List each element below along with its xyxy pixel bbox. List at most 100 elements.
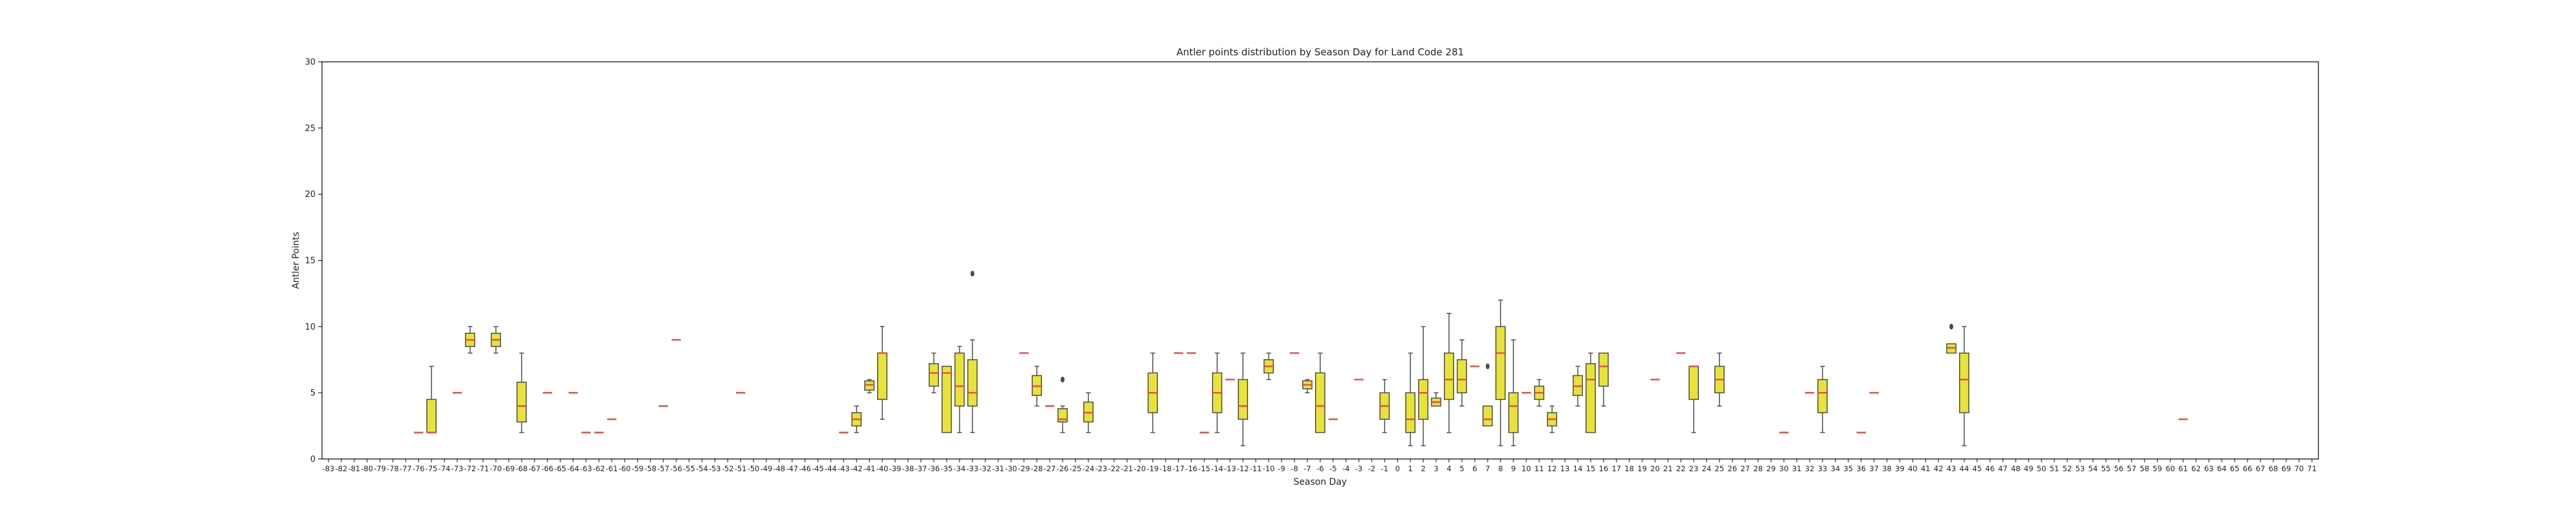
x-tick-label: 1 [1408,464,1412,473]
y-tick-label: 5 [310,389,316,398]
chart-title: Antler points distribution by Season Day… [1177,46,1464,58]
x-tick-label: 64 [2217,464,2227,473]
x-tick-label: 45 [1973,464,1982,473]
x-tick-label: 40 [1908,464,1918,473]
x-tick-label: -41 [864,464,876,473]
x-tick-label: -53 [709,464,721,473]
x-tick-label: -42 [851,464,863,473]
box-iqr [426,398,437,433]
x-tick-label: -58 [645,464,657,473]
x-tick-label: -14 [1211,464,1224,473]
box-iqr [1959,352,1969,413]
x-tick-label: 68 [2269,464,2278,473]
x-tick-label: 38 [1882,464,1892,473]
x-tick-label: -36 [928,464,940,473]
x-tick-label: -61 [606,464,618,473]
x-tick-label: 54 [2088,464,2098,473]
x-tick-label: 4 [1446,464,1451,473]
box-day-12 [1547,405,1557,433]
box-iqr [1586,363,1596,433]
x-tick-label: 30 [1779,464,1789,473]
box-day-25 [1714,352,1725,407]
x-tick-label: -71 [477,464,489,473]
x-tick-label: 46 [1985,464,1995,473]
box-day--10 [1264,352,1274,380]
x-tick-label: 60 [2166,464,2175,473]
x-tick-label: 50 [2037,464,2047,473]
x-tick-label: 26 [1728,464,1738,473]
x-tick-label: -78 [387,464,399,473]
box-day--12 [1238,352,1248,447]
box-iqr [877,352,887,400]
x-tick-label: 16 [1599,464,1609,473]
x-tick-label: 23 [1689,464,1699,473]
x-tick-label: 32 [1805,464,1815,473]
x-tick-label: -74 [439,464,451,473]
x-tick-label: 43 [1947,464,1956,473]
x-tick-label: 39 [1895,464,1905,473]
x-tick-label: -69 [503,464,515,473]
x-tick-label: -16 [1186,464,1198,473]
x-tick-label: -40 [876,464,889,473]
x-tick-label: 8 [1498,464,1502,473]
y-tick-label: 10 [305,323,316,332]
box-iqr [1689,366,1699,400]
x-tick-label: 24 [1702,464,1712,473]
x-tick-label: 21 [1663,464,1673,473]
x-tick-label: -18 [1160,464,1172,473]
x-tick-label: -28 [1031,464,1043,473]
x-axis-title: Season Day [1294,477,1347,487]
box-day--70 [491,326,501,354]
x-tick-label: -34 [954,464,966,473]
box-iqr [954,352,965,407]
x-tick-label: 36 [1857,464,1866,473]
x-tick-label: -38 [902,464,914,473]
x-tick-label: 53 [2076,464,2085,473]
box-day-44 [1959,326,1969,447]
box-day-9 [1508,339,1519,447]
box-day--41 [864,379,875,393]
x-tick-label: -5 [1329,464,1336,473]
x-tick-label: -3 [1355,464,1362,473]
x-tick-label: 31 [1792,464,1802,473]
x-tick-label: 7 [1485,464,1490,473]
box-iqr [1238,379,1248,420]
x-tick-label: 18 [1625,464,1634,473]
box-day-11 [1534,379,1544,407]
x-tick-label: -26 [1057,464,1069,473]
x-tick-label: 44 [1960,464,1969,473]
x-tick-label: -54 [696,464,708,473]
x-tick-label: -70 [490,464,502,473]
x-tick-label: 9 [1511,464,1515,473]
x-tick-label: -83 [323,464,335,473]
x-tick-label: -55 [683,464,696,473]
box-day--68 [516,352,527,433]
x-tick-label: 41 [1921,464,1931,473]
x-tick-label: 47 [1998,464,2008,473]
box-day--26 [1057,377,1068,433]
x-tick-label: -31 [992,464,1005,473]
x-tick-label: -20 [1134,464,1146,473]
x-tick-label: 27 [1741,464,1750,473]
x-tick-label: -75 [426,464,438,473]
x-tick-label: 37 [1870,464,1879,473]
x-tick-label: -17 [1173,464,1185,473]
box-day--72 [465,326,475,354]
box-day--42 [851,405,862,433]
x-tick-label: -10 [1263,464,1275,473]
x-tick-label: 65 [2230,464,2240,473]
x-tick-label: -4 [1342,464,1349,473]
x-tick-label: -8 [1291,464,1298,473]
x-tick-label: 71 [2307,464,2317,473]
y-tick-label: 25 [305,124,316,133]
box-day-8 [1495,299,1506,447]
x-tick-label: 66 [2243,464,2253,473]
box-day-7 [1482,363,1493,427]
x-tick-label: 67 [2256,464,2266,473]
box-iqr [1444,352,1454,400]
x-tick-label: -51 [735,464,747,473]
x-tick-label: -32 [980,464,992,473]
x-tick-label: -66 [542,464,554,473]
x-tick-label: -13 [1224,464,1236,473]
